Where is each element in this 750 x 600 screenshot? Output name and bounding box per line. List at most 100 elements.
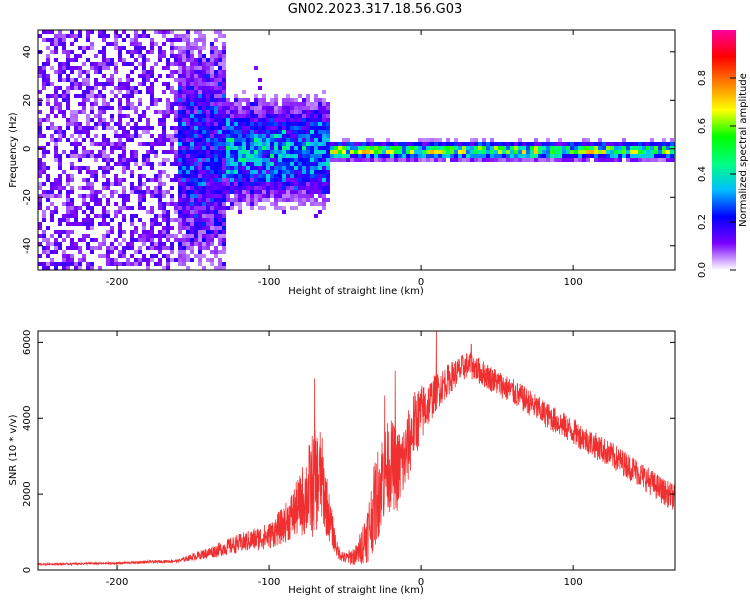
spectrogram-cell — [70, 86, 74, 90]
spectrogram-cell — [578, 142, 582, 146]
spectrogram-cell — [182, 202, 186, 206]
spectrogram-cell — [558, 146, 562, 150]
spectrogram-cell — [190, 234, 194, 238]
spectrogram-cell — [194, 38, 198, 42]
spectrogram-cell — [198, 54, 202, 58]
spectrogram-cell — [174, 162, 178, 166]
spectrogram-cell — [666, 142, 670, 146]
spectrogram-cell — [194, 190, 198, 194]
spectrogram-ytick-label: 40 — [22, 45, 33, 58]
spectrogram-cell — [238, 106, 242, 110]
spectrogram-cell — [210, 238, 214, 242]
spectrogram-cell — [202, 266, 206, 270]
spectrogram-cell — [190, 50, 194, 54]
spectrogram-cell — [70, 78, 74, 82]
spectrogram-cell — [254, 98, 258, 102]
spectrogram-cell — [202, 154, 206, 158]
spectrogram-cell — [50, 262, 54, 266]
spectrogram-cell — [658, 142, 662, 146]
spectrogram-cell — [182, 142, 186, 146]
spectrogram-cell — [170, 134, 174, 138]
spectrogram-cell — [142, 234, 146, 238]
spectrogram-cell — [178, 142, 182, 146]
spectrogram-cell — [314, 202, 318, 206]
spectrogram-cell — [166, 238, 170, 242]
spectrogram-cell — [166, 202, 170, 206]
spectrogram-cell — [174, 174, 178, 178]
spectrogram-cell — [62, 130, 66, 134]
spectrogram-cell — [458, 142, 462, 146]
spectrogram-cell — [86, 90, 90, 94]
spectrogram-cell — [378, 150, 382, 154]
spectrogram-cell — [282, 178, 286, 182]
spectrogram-cell — [322, 90, 326, 94]
spectrogram-cell — [114, 94, 118, 98]
spectrogram-cell — [246, 126, 250, 130]
spectrogram-cell — [454, 158, 458, 162]
spectrogram-cell — [158, 162, 162, 166]
spectrogram-cell — [594, 150, 598, 154]
spectrogram-cell — [214, 198, 218, 202]
spectrogram-cell — [206, 78, 210, 82]
spectrogram-cell — [78, 122, 82, 126]
spectrogram-cell — [114, 38, 118, 42]
spectrogram-cell — [414, 154, 418, 158]
spectrogram-cell — [218, 178, 222, 182]
spectrogram-cell — [86, 266, 90, 270]
spectrogram-cell — [206, 194, 210, 198]
spectrogram-cell — [646, 154, 650, 158]
spectrogram-cell — [202, 190, 206, 194]
spectrogram-cell — [534, 146, 538, 150]
spectrogram-cell — [206, 190, 210, 194]
spectrogram-cell — [70, 82, 74, 86]
spectrogram-cell — [150, 150, 154, 154]
spectrogram-cell — [82, 254, 86, 258]
spectrogram-cell — [190, 142, 194, 146]
spectrogram-cell — [186, 210, 190, 214]
spectrogram-cell — [170, 54, 174, 58]
spectrogram-cell — [282, 194, 286, 198]
spectrogram-cell — [146, 58, 150, 62]
spectrogram-cell — [130, 242, 134, 246]
spectrogram-cell — [150, 222, 154, 226]
spectrogram-cell — [522, 146, 526, 150]
spectrogram-cell — [206, 66, 210, 70]
spectrogram-cell — [134, 190, 138, 194]
spectrogram-cell — [162, 226, 166, 230]
spectrogram-cell — [230, 198, 234, 202]
spectrogram-cell — [186, 54, 190, 58]
spectrogram-cell — [306, 170, 310, 174]
spectrogram-cell — [66, 190, 70, 194]
spectrogram-cell — [202, 46, 206, 50]
spectrogram-cell — [118, 126, 122, 130]
spectrogram-cell — [234, 138, 238, 142]
spectrogram-cell — [138, 62, 142, 66]
spectrogram-cell — [670, 154, 674, 158]
spectrogram-cell — [234, 130, 238, 134]
spectrogram-cell — [102, 254, 106, 258]
spectrogram-cell — [626, 142, 630, 146]
spectrogram-cell — [462, 150, 466, 154]
spectrogram-cell — [434, 150, 438, 154]
spectrogram-cell — [602, 154, 606, 158]
spectrogram-cell — [342, 150, 346, 154]
spectrogram-cell — [174, 218, 178, 222]
spectrogram-cell — [582, 154, 586, 158]
spectrogram-cell — [422, 150, 426, 154]
spectrogram-cell — [246, 202, 250, 206]
spectrogram-cell — [182, 190, 186, 194]
spectrogram-cell — [142, 206, 146, 210]
spectrogram-cell — [146, 90, 150, 94]
spectrogram-cell — [126, 162, 130, 166]
spectrogram-cell — [166, 30, 170, 34]
spectrogram-cell — [94, 246, 98, 250]
spectrogram-cell — [222, 242, 226, 246]
spectrogram-cell — [46, 30, 50, 34]
spectrogram-cell — [198, 82, 202, 86]
spectrogram-cell — [218, 158, 222, 162]
spectrogram-cell — [182, 178, 186, 182]
spectrogram-cell — [150, 246, 154, 250]
spectrogram-cell — [158, 110, 162, 114]
spectrogram-cell — [226, 118, 230, 122]
spectrogram-cell — [302, 134, 306, 138]
